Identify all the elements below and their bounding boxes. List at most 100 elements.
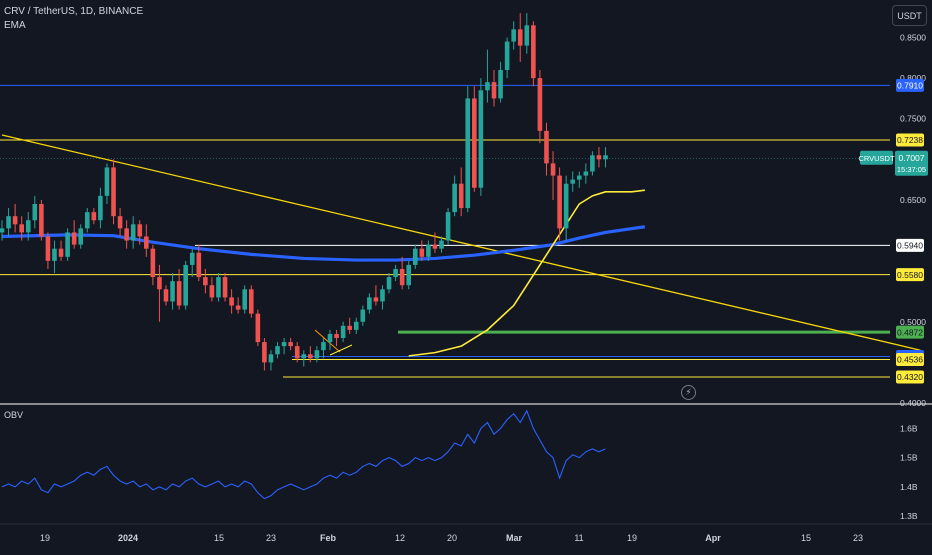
candle-body[interactable] bbox=[144, 236, 149, 249]
price-label[interactable]: 0.7910 bbox=[896, 78, 924, 92]
drawing-line[interactable] bbox=[329, 344, 353, 356]
candle-body[interactable] bbox=[570, 179, 576, 184]
candle-body[interactable] bbox=[189, 252, 195, 265]
candle-body[interactable] bbox=[19, 224, 24, 233]
candle-body[interactable] bbox=[386, 277, 392, 290]
price-label[interactable]: 0.5580 bbox=[896, 268, 924, 282]
candle-body[interactable] bbox=[537, 78, 543, 131]
candle-body[interactable] bbox=[137, 224, 143, 237]
candle-body[interactable] bbox=[419, 248, 425, 257]
candle-body[interactable] bbox=[32, 204, 38, 221]
candle-body[interactable] bbox=[301, 354, 307, 359]
candle-body[interactable] bbox=[511, 29, 516, 42]
candle-body[interactable] bbox=[229, 297, 234, 306]
candle-body[interactable] bbox=[478, 90, 484, 188]
candle-body[interactable] bbox=[380, 289, 385, 302]
candle-body[interactable] bbox=[393, 268, 398, 278]
drawing-line[interactable] bbox=[314, 329, 341, 353]
lightning-icon[interactable]: ⚡ bbox=[681, 385, 696, 400]
price-label[interactable]: 0.4872 bbox=[896, 325, 924, 339]
candle-body[interactable] bbox=[321, 342, 326, 351]
candle-body[interactable] bbox=[39, 204, 44, 237]
candle-body[interactable] bbox=[583, 171, 589, 176]
price-label[interactable]: 0.4320 bbox=[896, 370, 924, 384]
ema-slow-line[interactable] bbox=[1, 225, 646, 262]
candle-body[interactable] bbox=[294, 346, 300, 359]
candle-body[interactable] bbox=[288, 342, 293, 347]
candle-body[interactable] bbox=[439, 240, 444, 249]
candle-body[interactable] bbox=[596, 155, 602, 160]
candle-body[interactable] bbox=[255, 313, 261, 343]
candle-body[interactable] bbox=[360, 309, 366, 322]
candle-body[interactable] bbox=[248, 289, 254, 314]
candle-body[interactable] bbox=[183, 264, 188, 306]
candle-body[interactable] bbox=[124, 228, 129, 241]
candle-body[interactable] bbox=[314, 350, 320, 359]
candle-body[interactable] bbox=[327, 333, 333, 343]
candle-body[interactable] bbox=[268, 354, 274, 363]
candle-body[interactable] bbox=[111, 167, 116, 217]
candle-body[interactable] bbox=[25, 220, 31, 233]
indicator-label-ema[interactable]: EMA bbox=[4, 20, 26, 31]
candle-body[interactable] bbox=[353, 321, 359, 330]
candle-body[interactable] bbox=[399, 268, 405, 286]
candle-body[interactable] bbox=[78, 228, 84, 245]
candle-body[interactable] bbox=[563, 183, 569, 229]
currency-button[interactable]: USDT bbox=[892, 5, 927, 26]
candle-body[interactable] bbox=[235, 305, 241, 310]
candle-body[interactable] bbox=[209, 285, 215, 298]
candle-body[interactable] bbox=[222, 277, 228, 298]
ema-fast-line[interactable] bbox=[408, 189, 645, 357]
candle-body[interactable] bbox=[445, 212, 451, 241]
candle-body[interactable] bbox=[281, 342, 287, 347]
candle-body[interactable] bbox=[524, 25, 530, 46]
candle-body[interactable] bbox=[498, 69, 503, 99]
candle-body[interactable] bbox=[472, 98, 477, 188]
candle-body[interactable] bbox=[170, 281, 175, 302]
candle-body[interactable] bbox=[485, 82, 490, 91]
price-label[interactable]: 0.7238 bbox=[896, 133, 924, 147]
candle-body[interactable] bbox=[163, 289, 169, 302]
candle-body[interactable] bbox=[104, 167, 110, 196]
trendline[interactable] bbox=[1, 134, 921, 351]
obv-line[interactable] bbox=[1, 409, 606, 500]
symbol-title[interactable]: CRV / TetherUS, 1D, BINANCE bbox=[4, 6, 144, 17]
candle-body[interactable] bbox=[491, 82, 497, 99]
candle-body[interactable] bbox=[91, 212, 97, 221]
candle-body[interactable] bbox=[130, 224, 136, 241]
indicator-label-obv[interactable]: OBV bbox=[4, 410, 24, 420]
candle-body[interactable] bbox=[150, 248, 156, 278]
candle-body[interactable] bbox=[308, 354, 313, 359]
candle-body[interactable] bbox=[531, 25, 536, 79]
candle-body[interactable] bbox=[426, 244, 431, 257]
candle-body[interactable] bbox=[452, 183, 457, 213]
candle-body[interactable] bbox=[458, 183, 464, 209]
candle-body[interactable] bbox=[203, 277, 208, 286]
candle-body[interactable] bbox=[590, 155, 595, 172]
candle-body[interactable] bbox=[12, 216, 18, 225]
candle-body[interactable] bbox=[504, 41, 510, 70]
candle-body[interactable] bbox=[432, 244, 438, 249]
candle-body[interactable] bbox=[176, 281, 182, 306]
candle-body[interactable] bbox=[0, 228, 5, 233]
candle-body[interactable] bbox=[71, 232, 77, 245]
candle-body[interactable] bbox=[84, 212, 90, 229]
candle-body[interactable] bbox=[340, 325, 346, 339]
candle-body[interactable] bbox=[52, 248, 57, 261]
candle-body[interactable] bbox=[550, 163, 556, 176]
candle-body[interactable] bbox=[65, 232, 70, 257]
candle-body[interactable] bbox=[98, 195, 103, 221]
candle-body[interactable] bbox=[517, 29, 523, 46]
price-label[interactable]: 0.4536 bbox=[896, 352, 924, 366]
candle-body[interactable] bbox=[412, 248, 418, 265]
candle-body[interactable] bbox=[557, 175, 562, 229]
candle-body[interactable] bbox=[216, 277, 221, 298]
price-label[interactable]: 0.5940 bbox=[896, 238, 924, 252]
candle-body[interactable] bbox=[262, 342, 267, 363]
current-price-tag[interactable]: CRVUSDT 0.7007 15:37:05 bbox=[858, 150, 928, 176]
candle-body[interactable] bbox=[406, 264, 412, 286]
candle-body[interactable] bbox=[275, 346, 280, 355]
candle-body[interactable] bbox=[367, 297, 372, 310]
